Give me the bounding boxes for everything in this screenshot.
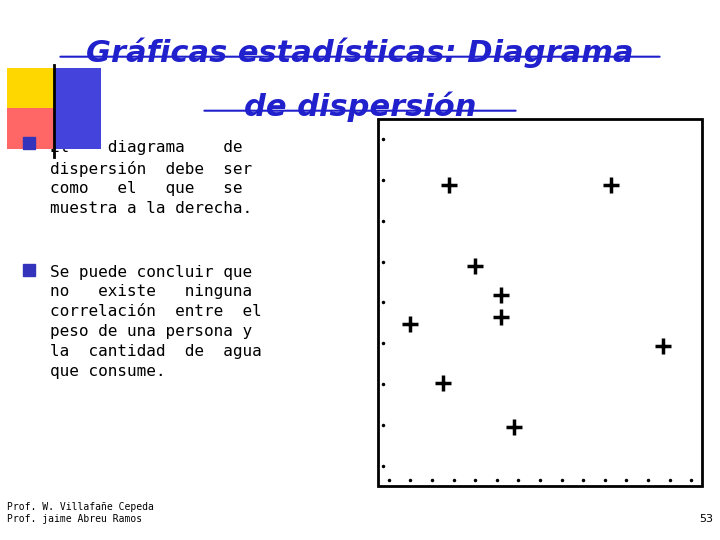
FancyBboxPatch shape: [54, 68, 101, 148]
Text: Se puede concluir que
no   existe   ninguna
correlación  entre  el
peso de una p: Se puede concluir que no existe ninguna …: [50, 265, 262, 379]
Text: Prof. W. Villafañe Cepeda
Prof. jaime Abreu Ramos: Prof. W. Villafañe Cepeda Prof. jaime Ab…: [7, 502, 154, 524]
Text: Gráficas estadísticas: Diagrama: Gráficas estadísticas: Diagrama: [86, 38, 634, 68]
Text: 53: 53: [699, 514, 713, 524]
Text: de dispersión: de dispersión: [244, 92, 476, 122]
FancyBboxPatch shape: [378, 119, 702, 486]
Text: El    diagrama    de
dispersión  debe  ser
como   el   que   se
muestra a la der: El diagrama de dispersión debe ser como …: [50, 140, 253, 216]
FancyBboxPatch shape: [7, 68, 54, 108]
FancyBboxPatch shape: [7, 108, 54, 148]
